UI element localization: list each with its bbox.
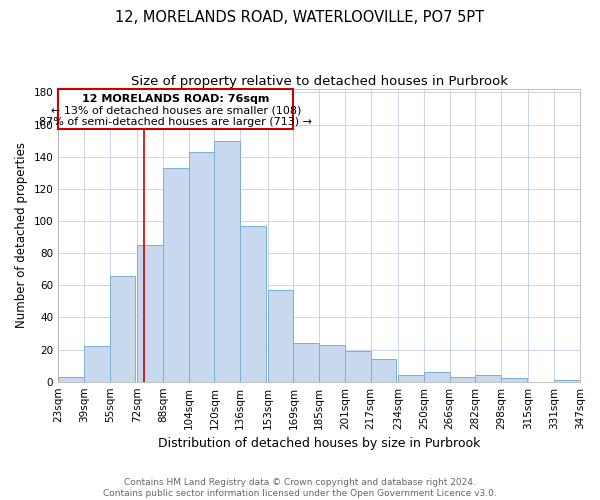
Text: 12 MORELANDS ROAD: 76sqm: 12 MORELANDS ROAD: 76sqm <box>82 94 269 104</box>
Bar <box>371 359 397 382</box>
Bar <box>188 152 214 382</box>
Bar <box>268 290 293 382</box>
Bar <box>110 276 136 382</box>
Bar <box>475 376 501 382</box>
Bar <box>293 343 319 382</box>
Bar <box>554 380 580 382</box>
Text: 12, MORELANDS ROAD, WATERLOOVILLE, PO7 5PT: 12, MORELANDS ROAD, WATERLOOVILLE, PO7 5… <box>115 10 485 25</box>
Bar <box>240 226 266 382</box>
Bar <box>214 140 240 382</box>
Bar <box>345 351 371 382</box>
Title: Size of property relative to detached houses in Purbrook: Size of property relative to detached ho… <box>131 75 508 88</box>
Text: 87% of semi-detached houses are larger (713) →: 87% of semi-detached houses are larger (… <box>39 117 312 127</box>
FancyBboxPatch shape <box>58 89 293 130</box>
Bar <box>137 245 163 382</box>
X-axis label: Distribution of detached houses by size in Purbrook: Distribution of detached houses by size … <box>158 437 480 450</box>
Bar <box>398 376 424 382</box>
Bar <box>424 372 449 382</box>
Bar <box>449 377 475 382</box>
Bar <box>58 377 84 382</box>
Text: Contains HM Land Registry data © Crown copyright and database right 2024.
Contai: Contains HM Land Registry data © Crown c… <box>103 478 497 498</box>
Bar <box>501 378 527 382</box>
Bar <box>84 346 110 382</box>
Y-axis label: Number of detached properties: Number of detached properties <box>15 142 28 328</box>
Bar <box>319 344 345 382</box>
Text: ← 13% of detached houses are smaller (108): ← 13% of detached houses are smaller (10… <box>50 106 301 116</box>
Bar <box>163 168 188 382</box>
